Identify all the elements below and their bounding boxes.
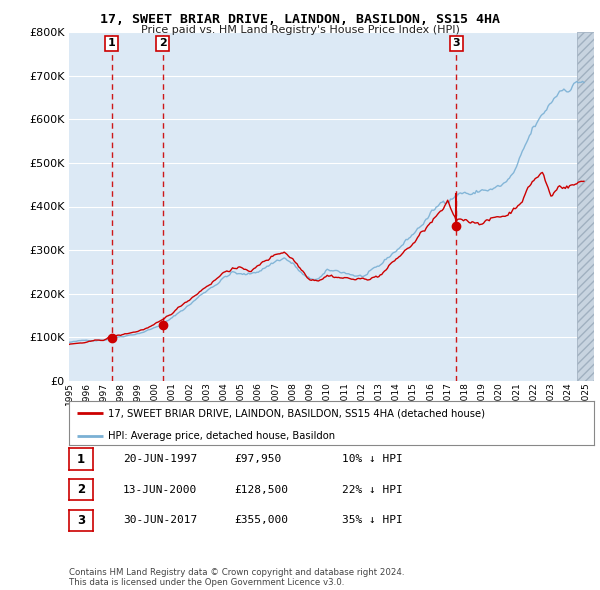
Bar [577,32,594,381]
Text: 17, SWEET BRIAR DRIVE, LAINDON, BASILDON, SS15 4HA: 17, SWEET BRIAR DRIVE, LAINDON, BASILDON… [100,13,500,26]
Bar [577,32,594,381]
Text: 1: 1 [77,453,85,466]
Text: 22% ↓ HPI: 22% ↓ HPI [342,485,403,494]
Text: 30-JUN-2017: 30-JUN-2017 [123,516,197,525]
Text: 3: 3 [452,38,460,48]
Text: Contains HM Land Registry data © Crown copyright and database right 2024.
This d: Contains HM Land Registry data © Crown c… [69,568,404,587]
Text: 17, SWEET BRIAR DRIVE, LAINDON, BASILDON, SS15 4HA (detached house): 17, SWEET BRIAR DRIVE, LAINDON, BASILDON… [109,408,485,418]
Text: Price paid vs. HM Land Registry's House Price Index (HPI): Price paid vs. HM Land Registry's House … [140,25,460,35]
Text: 3: 3 [77,514,85,527]
Text: 10% ↓ HPI: 10% ↓ HPI [342,454,403,464]
Text: 1: 1 [107,38,115,48]
Text: £128,500: £128,500 [234,485,288,494]
Text: HPI: Average price, detached house, Basildon: HPI: Average price, detached house, Basi… [109,431,335,441]
Text: 20-JUN-1997: 20-JUN-1997 [123,454,197,464]
Text: 2: 2 [159,38,167,48]
Text: 13-JUN-2000: 13-JUN-2000 [123,485,197,494]
Text: £97,950: £97,950 [234,454,281,464]
Text: 2: 2 [77,483,85,496]
Text: 35% ↓ HPI: 35% ↓ HPI [342,516,403,525]
Text: £355,000: £355,000 [234,516,288,525]
